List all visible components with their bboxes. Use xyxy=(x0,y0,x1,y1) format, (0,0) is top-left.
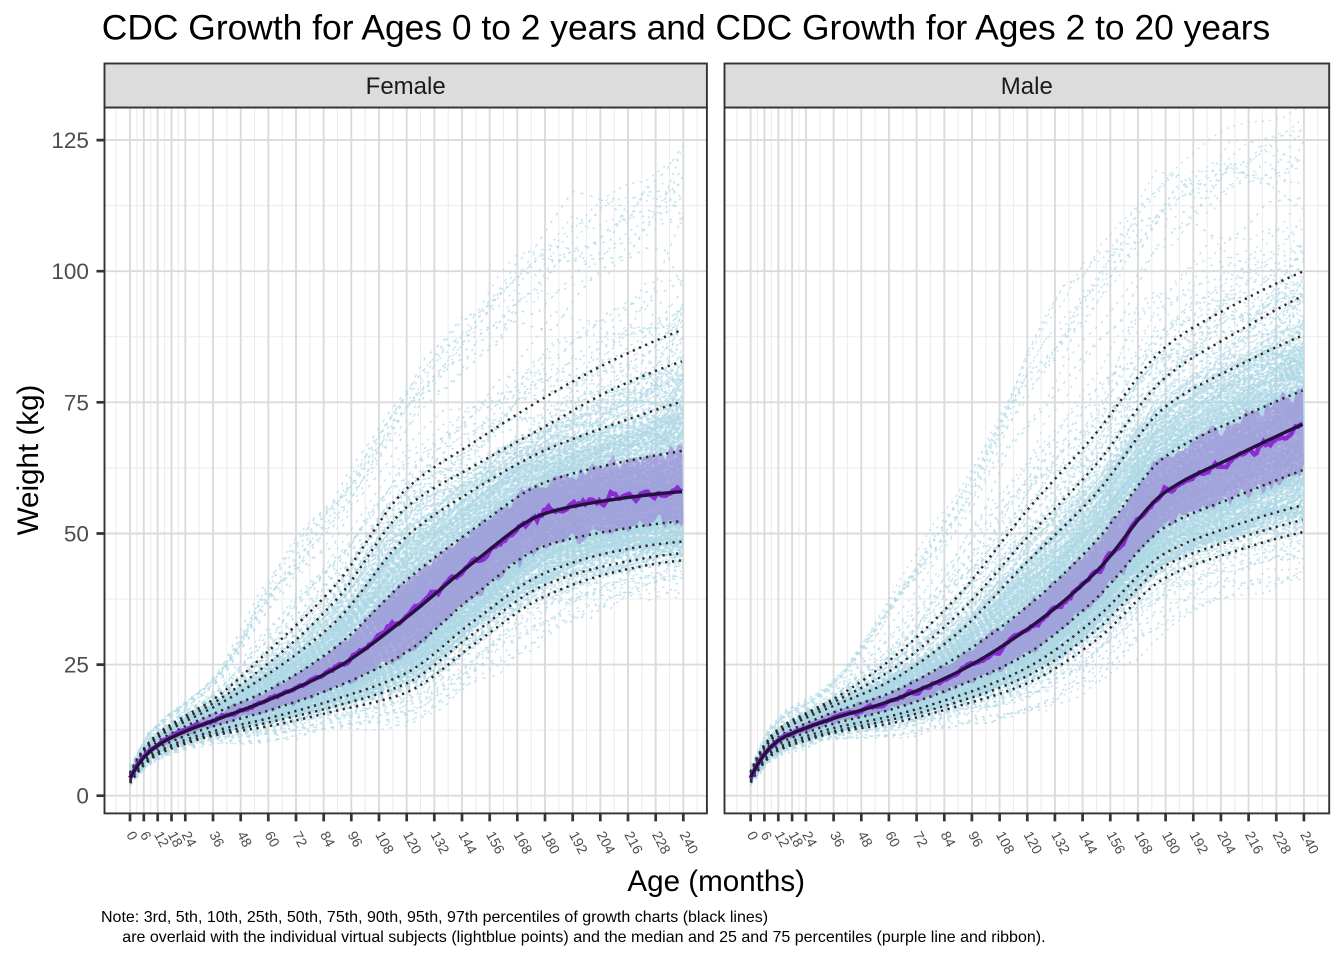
svg-text:Female: Female xyxy=(366,73,446,100)
svg-text:50: 50 xyxy=(64,522,89,547)
svg-text:96: 96 xyxy=(345,828,367,849)
svg-text:60: 60 xyxy=(262,828,284,849)
svg-text:125: 125 xyxy=(51,128,89,153)
svg-text:60: 60 xyxy=(882,828,904,849)
svg-text:48: 48 xyxy=(855,828,877,849)
svg-text:72: 72 xyxy=(289,828,311,849)
svg-text:75: 75 xyxy=(64,390,89,415)
svg-text:12: 12 xyxy=(772,828,794,849)
svg-text:36: 36 xyxy=(827,828,849,849)
svg-text:72: 72 xyxy=(910,828,932,849)
svg-text:84: 84 xyxy=(317,828,339,849)
svg-text:Note: 3rd, 5th, 10th, 25th, 50: Note: 3rd, 5th, 10th, 25th, 50th, 75th, … xyxy=(101,909,768,926)
svg-text:18: 18 xyxy=(785,828,807,849)
svg-text:CDC Growth for Ages 0 to 2 yea: CDC Growth for Ages 0 to 2 years and CDC… xyxy=(102,8,1270,48)
svg-text:24: 24 xyxy=(179,828,201,849)
svg-text:48: 48 xyxy=(234,828,256,849)
svg-text:Male: Male xyxy=(1001,73,1053,100)
svg-text:are overlaid with the individu: are overlaid with the individual virtual… xyxy=(122,929,1045,946)
svg-text:Weight (kg): Weight (kg) xyxy=(12,385,45,536)
svg-text:25: 25 xyxy=(64,653,89,678)
svg-text:18: 18 xyxy=(165,828,187,849)
svg-text:24: 24 xyxy=(799,828,821,849)
svg-text:100: 100 xyxy=(51,259,89,284)
svg-text:0: 0 xyxy=(76,784,89,809)
svg-text:36: 36 xyxy=(206,828,228,849)
svg-text:Age (months): Age (months) xyxy=(627,865,805,898)
svg-text:12: 12 xyxy=(151,828,173,849)
svg-text:84: 84 xyxy=(938,828,960,849)
svg-text:96: 96 xyxy=(965,828,987,849)
